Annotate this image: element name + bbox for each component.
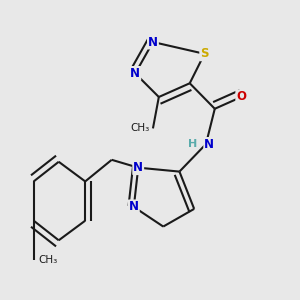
Text: N: N <box>204 138 214 151</box>
Text: CH₃: CH₃ <box>38 255 57 265</box>
Text: N: N <box>133 161 143 174</box>
Text: S: S <box>200 47 209 60</box>
Text: N: N <box>148 35 158 49</box>
Text: H: H <box>188 139 197 149</box>
Text: N: N <box>129 200 139 213</box>
Text: O: O <box>236 91 246 103</box>
Text: CH₃: CH₃ <box>131 123 150 134</box>
Text: N: N <box>130 67 140 80</box>
